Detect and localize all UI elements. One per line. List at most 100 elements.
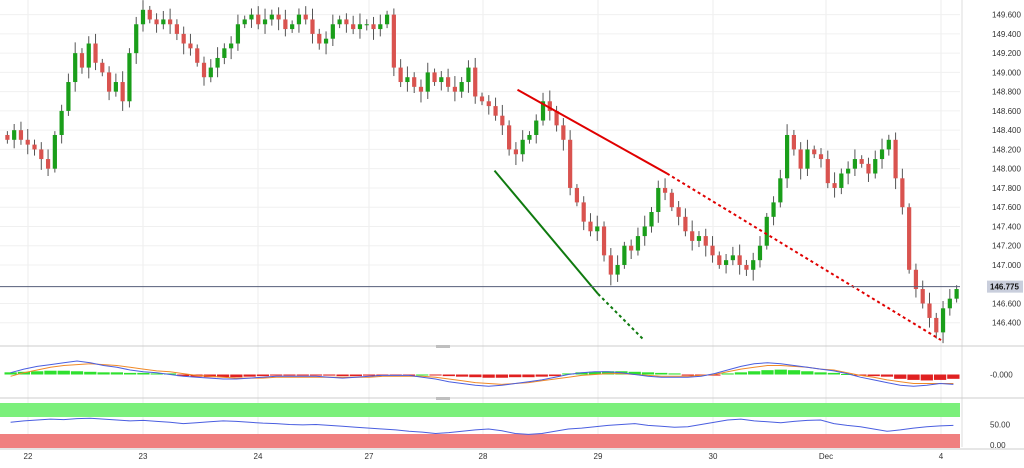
x-tick-label: 4	[939, 452, 944, 461]
macd-histogram-bar	[416, 374, 429, 376]
candle-body	[459, 82, 464, 92]
candle-body	[493, 106, 498, 116]
candle-body	[778, 178, 783, 203]
candle-body	[161, 19, 166, 25]
candle-body	[527, 134, 532, 140]
candle-body	[168, 19, 173, 25]
candle-body	[710, 245, 715, 256]
candle-body	[290, 24, 295, 30]
candle-body	[818, 154, 824, 160]
candle-body	[717, 255, 722, 265]
candle-body	[690, 231, 695, 241]
candle-body	[79, 53, 85, 68]
candle-body	[669, 192, 674, 208]
macd-histogram-bar	[31, 371, 44, 375]
candle-body	[351, 24, 356, 30]
candle-body	[683, 216, 688, 232]
candle-body	[452, 86, 457, 92]
candle-body	[113, 82, 118, 92]
candle-body	[561, 125, 566, 140]
trendline-projection	[666, 172, 942, 341]
pane-resize-handle	[436, 397, 450, 400]
candle-body	[371, 24, 376, 30]
pane-resize-handle	[436, 345, 450, 348]
candle-body	[900, 178, 905, 208]
candle-body	[439, 77, 444, 83]
rsi-oversold-band	[0, 434, 960, 448]
candle-body	[635, 236, 641, 251]
candle-body	[73, 53, 78, 83]
trendline-projection	[597, 293, 645, 341]
candle-body	[134, 24, 139, 54]
candle-body	[662, 187, 668, 193]
candle-body	[534, 120, 539, 135]
candle-body	[486, 101, 491, 107]
macd-histogram-bar	[429, 374, 442, 376]
candle-body	[920, 289, 925, 304]
candle-body	[940, 308, 946, 333]
candle-body	[256, 14, 261, 25]
candle-body	[764, 216, 769, 246]
macd-histogram-bar	[535, 374, 548, 377]
candle-body	[215, 57, 220, 68]
candle-body	[507, 125, 512, 150]
candle-body	[303, 14, 308, 20]
x-tick-label: Dec	[819, 452, 833, 461]
candle-body	[622, 245, 627, 265]
macd-histogram-bar	[336, 374, 349, 377]
macd-histogram-bar	[933, 374, 947, 380]
macd-histogram-bar	[482, 374, 495, 378]
macd-histogram-bar	[774, 369, 787, 375]
macd-histogram-bar	[163, 373, 177, 375]
macd-histogram-bar	[70, 371, 84, 375]
macd-histogram-bar	[363, 374, 376, 376]
price-tick-label: 149.400	[992, 30, 1021, 39]
candle-body	[907, 207, 912, 270]
macd-histogram-bar	[588, 371, 601, 375]
candle-body	[147, 9, 152, 20]
price-tick-label: 146.400	[992, 319, 1021, 328]
candle-body	[181, 33, 186, 44]
candle-body	[737, 255, 742, 265]
candle-body	[513, 149, 519, 155]
macd-histogram-bar	[602, 371, 615, 375]
macd-histogram-bar	[827, 372, 840, 375]
candle-body	[859, 159, 864, 164]
price-tick-label: 147.000	[992, 261, 1021, 270]
macd-histogram-bar	[323, 374, 336, 376]
price-tick-label: 148.800	[992, 88, 1021, 97]
candle-body	[852, 159, 858, 169]
candle-body	[751, 260, 756, 270]
candle-body	[18, 130, 24, 140]
candle-body	[66, 82, 71, 111]
macd-histogram-bar	[230, 374, 243, 378]
rsi-line	[10, 417, 954, 435]
candle-body	[86, 43, 91, 68]
x-tick-label: 30	[709, 452, 718, 461]
x-tick-label: 28	[479, 452, 488, 461]
rsi-tick-label: 0.00	[990, 441, 1006, 450]
macd-histogram-bar	[562, 373, 575, 375]
macd-histogram-bar	[880, 374, 894, 377]
macd-histogram-bar	[270, 374, 283, 376]
candle-body	[323, 38, 329, 44]
candle-body	[432, 72, 437, 83]
candle-body	[296, 14, 302, 25]
macd-histogram-bar	[801, 371, 814, 375]
macd-histogram-bar	[867, 374, 880, 377]
candle-body	[154, 19, 159, 25]
candle-body	[608, 255, 613, 275]
candle-body	[364, 24, 369, 26]
candle-body	[588, 221, 593, 232]
macd-histogram-bar	[628, 371, 641, 375]
current-price-label: 146.775	[990, 283, 1019, 292]
candle-body	[32, 144, 37, 150]
candle-body	[357, 24, 363, 30]
price-tick-label: 149.200	[992, 49, 1021, 58]
price-tick-label: 147.600	[992, 203, 1021, 212]
candle-body	[676, 207, 681, 217]
price-tick-label: 148.200	[992, 145, 1021, 154]
price-tick-label: 147.200	[992, 242, 1021, 251]
